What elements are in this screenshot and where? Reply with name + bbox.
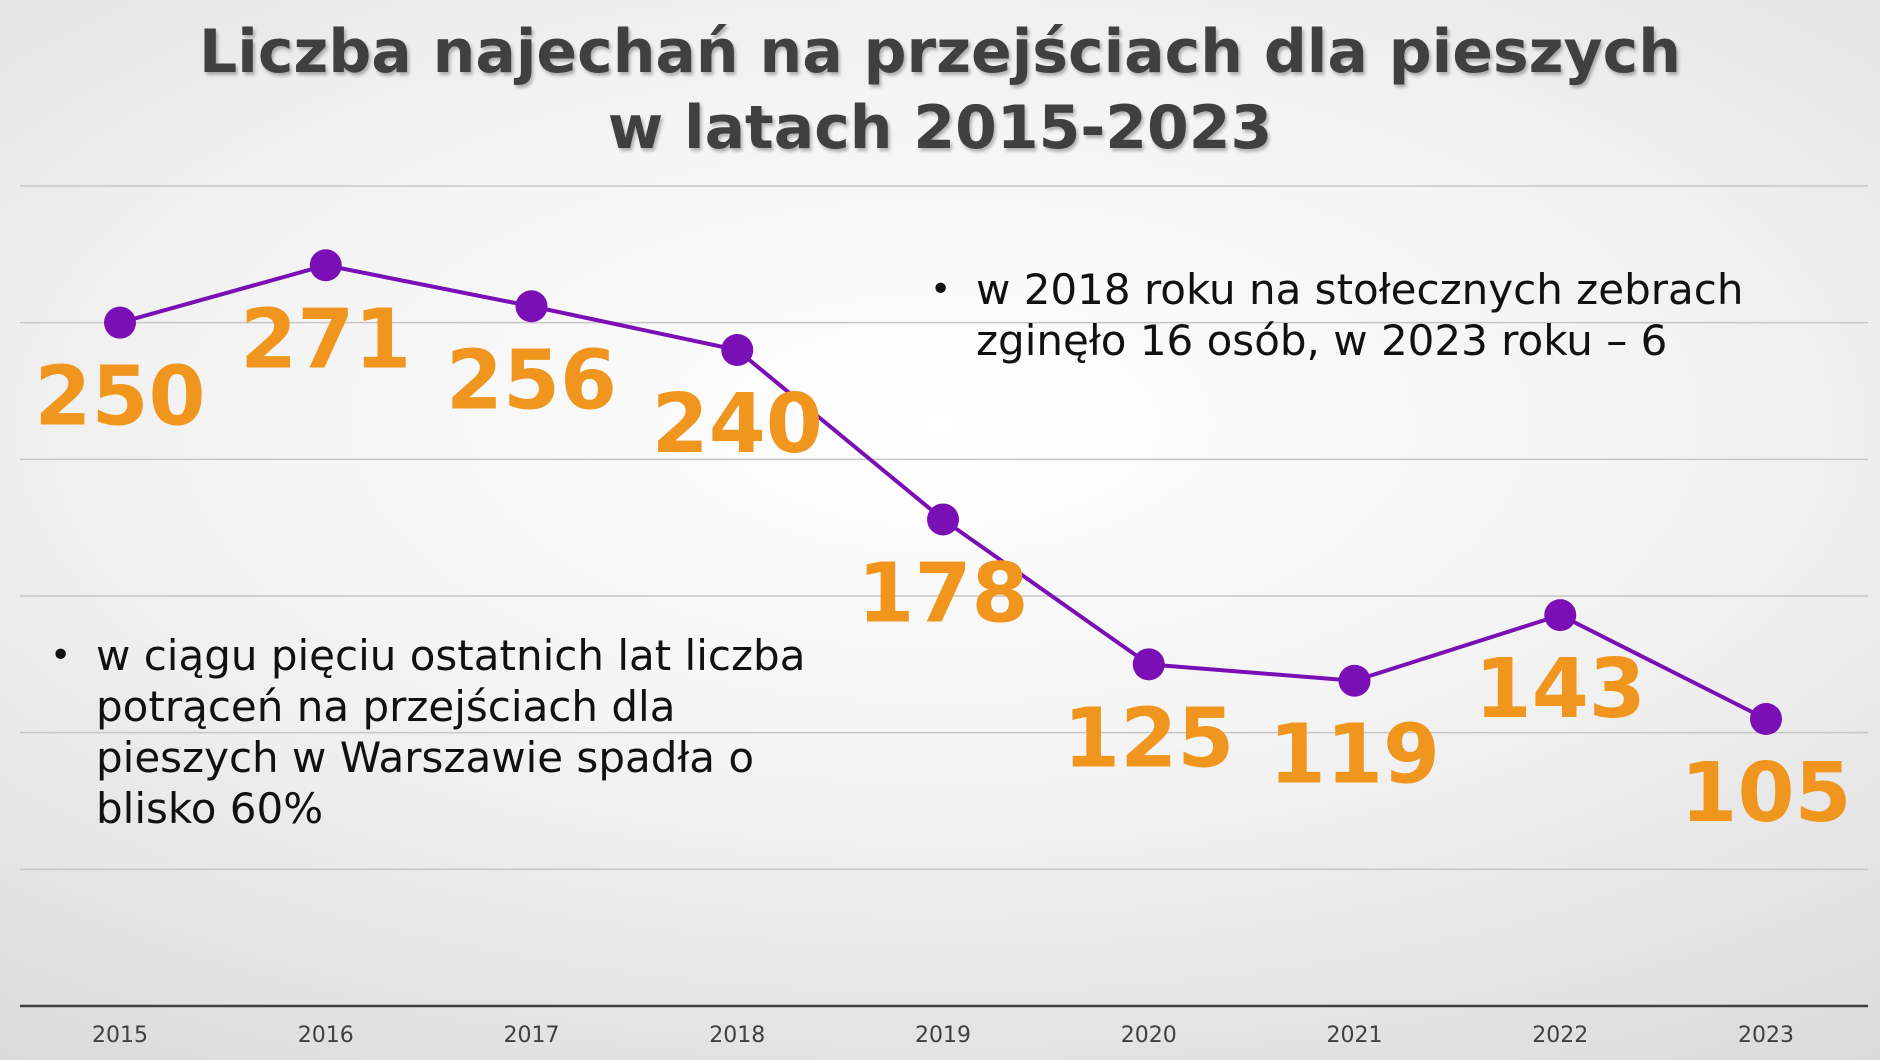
data-label-2021: 119 xyxy=(1269,708,1440,803)
data-point-2019 xyxy=(927,503,959,536)
data-point-2018 xyxy=(721,334,754,366)
annotation-deaths: w 2018 roku na stołecznych zebrach zginę… xyxy=(930,264,1850,366)
data-point-2023 xyxy=(1750,703,1782,735)
x-tick-label-2019: 2019 xyxy=(915,1023,971,1048)
x-tick-label-2015: 2015 xyxy=(92,1023,148,1048)
data-point-2016 xyxy=(309,249,342,282)
data-point-2017 xyxy=(515,290,548,323)
x-tick-label-2017: 2017 xyxy=(504,1023,560,1048)
x-tick-label-2018: 2018 xyxy=(709,1023,765,1048)
data-label-2017: 256 xyxy=(446,333,617,428)
chart-title-line-1: Liczba najechań na przejściach dla piesz… xyxy=(199,17,1681,87)
annotation-deaths-text: w 2018 roku na stołecznych zebrach zginę… xyxy=(930,264,1850,366)
data-point-2015 xyxy=(104,306,136,339)
x-tick-label-2023: 2023 xyxy=(1738,1023,1794,1048)
x-tick-label-2021: 2021 xyxy=(1327,1023,1383,1048)
data-label-2022: 143 xyxy=(1475,642,1646,737)
data-label-2019: 178 xyxy=(857,546,1028,641)
data-label-2015: 250 xyxy=(34,350,205,445)
chart-title-line-2: w latach 2015-2023 xyxy=(607,93,1273,163)
annotation-decline-text: w ciągu pięciu ostatnich lat liczba potr… xyxy=(50,630,850,834)
x-tick-label-2020: 2020 xyxy=(1121,1023,1177,1048)
data-label-2016: 271 xyxy=(240,292,411,387)
data-label-2018: 240 xyxy=(652,377,823,472)
data-point-2022 xyxy=(1544,599,1577,632)
data-label-2020: 125 xyxy=(1063,691,1234,786)
x-tick-label-2022: 2022 xyxy=(1532,1023,1588,1048)
annotation-decline: w ciągu pięciu ostatnich lat liczba potr… xyxy=(50,630,850,834)
data-label-2023: 105 xyxy=(1680,746,1851,841)
data-point-2021 xyxy=(1338,664,1371,697)
x-tick-label-2016: 2016 xyxy=(298,1023,354,1048)
data-point-2020 xyxy=(1132,648,1165,681)
chart-title: Liczba najechań na przejściach dla piesz… xyxy=(0,14,1880,166)
